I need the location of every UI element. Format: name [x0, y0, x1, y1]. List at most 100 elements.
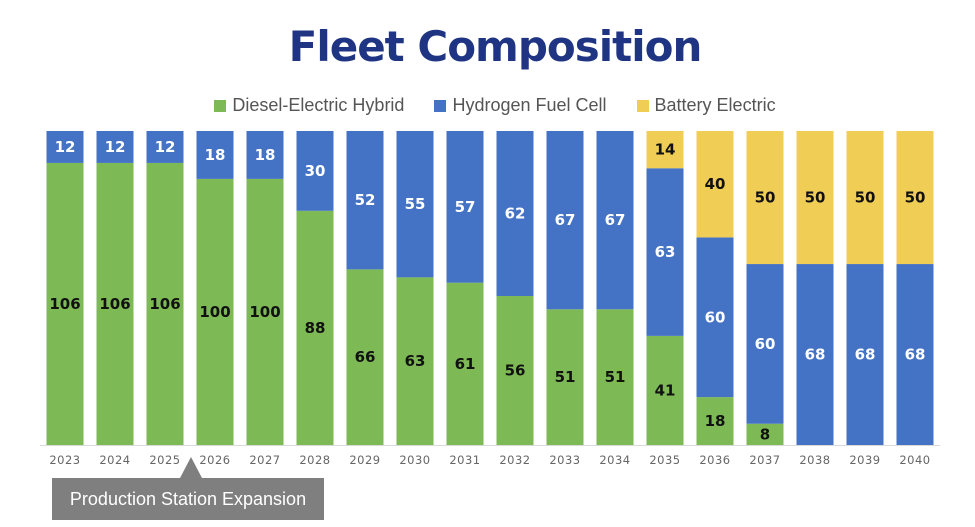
bar-segment-diesel-2037: [746, 423, 784, 445]
x-tick-label-2035: 2035: [649, 453, 680, 467]
legend-item-hydrogen: Hydrogen Fuel Cell: [434, 95, 607, 116]
x-tick-label-2024: 2024: [99, 453, 130, 467]
legend-label-battery: Battery Electric: [654, 95, 776, 115]
data-label-battery-2038: 50: [805, 189, 826, 207]
bar-segment-diesel-2024: [96, 162, 134, 446]
data-label-hydrogen-2037: 60: [755, 335, 776, 353]
data-label-diesel-2027: 100: [249, 303, 280, 321]
data-label-hydrogen-2040: 68: [905, 346, 926, 364]
data-label-hydrogen-2023: 12: [55, 138, 76, 156]
data-label-battery-2037: 50: [755, 189, 776, 207]
x-tick-label-2031: 2031: [449, 453, 480, 467]
bar-segment-hydrogen-2039: [846, 264, 884, 445]
bar-segment-diesel-2034: [596, 309, 634, 445]
bar-segment-hydrogen-2031: [446, 131, 484, 283]
data-label-hydrogen-2032: 62: [505, 204, 526, 222]
x-tick-label-2038: 2038: [799, 453, 830, 467]
bar-segment-diesel-2027: [246, 178, 284, 445]
x-tick-label-2027: 2027: [249, 453, 280, 467]
data-label-battery-2035: 14: [655, 141, 676, 159]
data-label-hydrogen-2030: 55: [405, 195, 426, 213]
data-label-diesel-2031: 61: [455, 355, 476, 373]
data-label-diesel-2029: 66: [355, 348, 376, 366]
bar-segment-battery-2037: [746, 131, 784, 265]
x-tick-label-2040: 2040: [899, 453, 930, 467]
data-label-diesel-2024: 106: [99, 295, 130, 313]
bar-segment-diesel-2031: [446, 282, 484, 445]
bar-segment-hydrogen-2034: [596, 131, 634, 310]
data-label-hydrogen-2036: 60: [705, 308, 726, 326]
bar-segment-diesel-2030: [396, 277, 434, 445]
x-tick-label-2026: 2026: [199, 453, 230, 467]
bar-segment-battery-2036: [696, 131, 734, 238]
x-tick-label-2036: 2036: [699, 453, 730, 467]
x-tick-label-2030: 2030: [399, 453, 430, 467]
data-label-battery-2036: 40: [705, 175, 726, 193]
legend-label-diesel: Diesel-Electric Hybrid: [232, 95, 405, 115]
chart-title: Fleet Composition: [288, 22, 703, 71]
bar-segment-hydrogen-2026: [196, 131, 234, 179]
data-label-hydrogen-2026: 18: [205, 146, 226, 164]
data-label-diesel-2035: 41: [655, 381, 676, 399]
data-label-hydrogen-2031: 57: [455, 198, 476, 216]
bar-segment-hydrogen-2037: [746, 264, 784, 424]
x-tick-label-2037: 2037: [749, 453, 780, 467]
annotation-callout: Production Station Expansion: [52, 478, 324, 520]
data-label-hydrogen-2034: 67: [605, 211, 626, 229]
bar-segment-hydrogen-2036: [696, 237, 734, 398]
bar-segment-hydrogen-2029: [346, 131, 384, 270]
legend-swatch-hydrogen: [434, 99, 447, 112]
legend-swatch-diesel: [214, 99, 227, 112]
data-label-hydrogen-2035: 63: [655, 243, 676, 261]
legend-swatch-battery: [636, 99, 649, 112]
x-tick-label-2029: 2029: [349, 453, 380, 467]
x-tick-label-2025: 2025: [149, 453, 180, 467]
data-label-diesel-2030: 63: [405, 352, 426, 370]
legend-item-battery: Battery Electric: [636, 95, 776, 116]
legend-label-hydrogen: Hydrogen Fuel Cell: [452, 95, 607, 115]
data-label-hydrogen-2027: 18: [255, 146, 276, 164]
x-tick-label-2028: 2028: [299, 453, 330, 467]
annotation-pointer: [180, 457, 202, 478]
bar-segment-battery-2038: [796, 131, 834, 265]
bar-segment-diesel-2033: [546, 309, 584, 445]
bar-segment-hydrogen-2040: [896, 264, 934, 445]
data-label-hydrogen-2033: 67: [555, 211, 576, 229]
bar-segment-diesel-2023: [46, 162, 84, 446]
x-tick-label-2033: 2033: [549, 453, 580, 467]
x-tick-label-2034: 2034: [599, 453, 630, 467]
bar-segment-hydrogen-2025: [146, 131, 184, 163]
bar-segment-hydrogen-2027: [246, 131, 284, 179]
x-tick-label-2023: 2023: [49, 453, 80, 467]
bar-segment-diesel-2032: [496, 295, 534, 445]
data-label-diesel-2037: 8: [760, 425, 770, 443]
bar-segment-diesel-2028: [296, 210, 334, 445]
bar-segment-diesel-2025: [146, 162, 184, 446]
data-label-diesel-2034: 51: [605, 368, 626, 386]
data-label-diesel-2023: 106: [49, 295, 80, 313]
bar-segment-hydrogen-2030: [396, 131, 434, 278]
data-label-diesel-2032: 56: [505, 361, 526, 379]
bar-segment-hydrogen-2028: [296, 131, 334, 211]
data-label-hydrogen-2028: 30: [305, 162, 326, 180]
bar-segment-hydrogen-2038: [796, 264, 834, 445]
data-label-diesel-2025: 106: [149, 295, 180, 313]
bar-segment-hydrogen-2032: [496, 131, 534, 296]
bar-segment-diesel-2029: [346, 269, 384, 445]
bar-segment-diesel-2036: [696, 397, 734, 445]
data-label-hydrogen-2039: 68: [855, 346, 876, 364]
x-tick-label-2032: 2032: [499, 453, 530, 467]
bar-segment-diesel-2035: [646, 335, 684, 445]
data-label-hydrogen-2024: 12: [105, 138, 126, 156]
data-label-hydrogen-2025: 12: [155, 138, 176, 156]
bar-segment-battery-2035: [646, 131, 684, 169]
data-label-diesel-2028: 88: [305, 319, 326, 337]
bar-segment-battery-2039: [846, 131, 884, 265]
data-label-battery-2039: 50: [855, 189, 876, 207]
bar-segment-diesel-2026: [196, 178, 234, 445]
legend: Diesel-Electric Hybrid Hydrogen Fuel Cel…: [0, 95, 975, 116]
bar-segment-hydrogen-2033: [546, 131, 584, 310]
x-tick-label-2039: 2039: [849, 453, 880, 467]
bar-segment-hydrogen-2023: [46, 131, 84, 163]
